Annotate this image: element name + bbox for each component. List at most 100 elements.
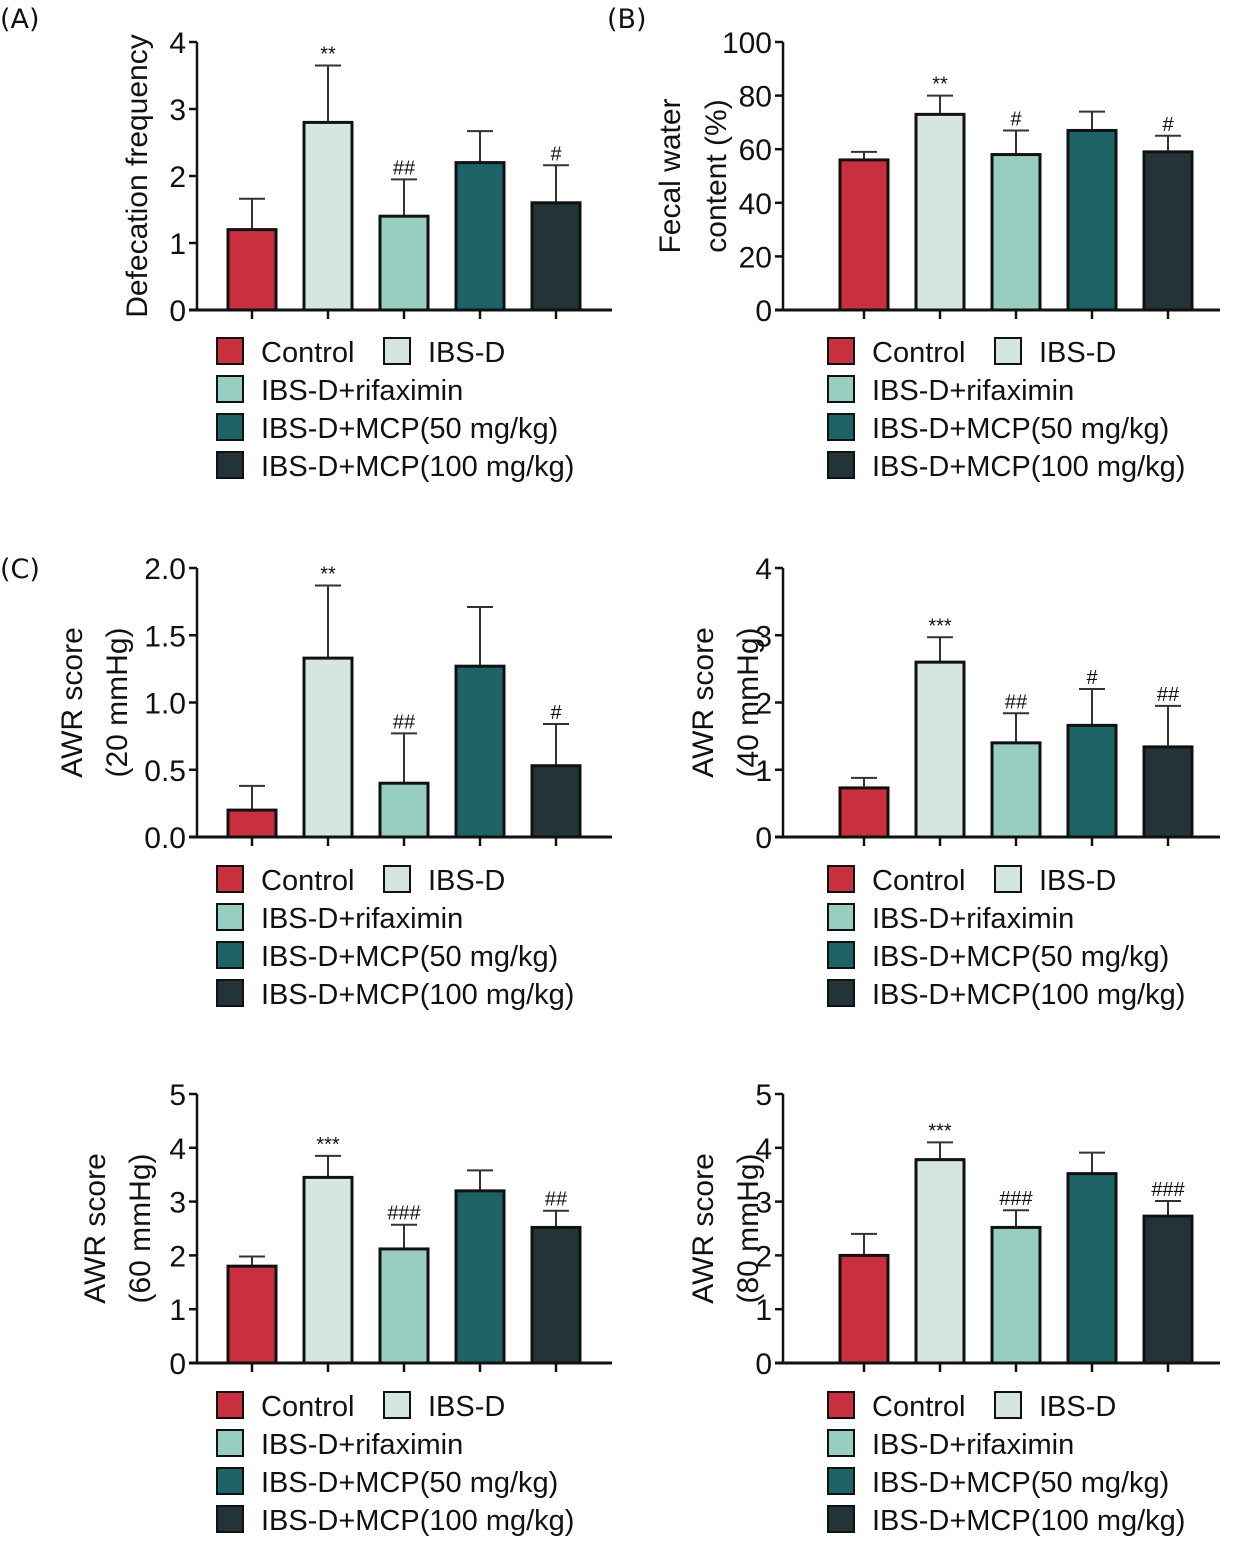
y-tick-label: 2 [169,1240,186,1273]
bar-3 [378,214,430,312]
bar-2 [914,1158,966,1365]
legend-swatch-3 [827,1429,855,1457]
bar-3 [990,1225,1042,1365]
bar-1 [838,1253,890,1365]
significance-label: ### [999,1188,1033,1210]
bar-5 [530,764,582,839]
legend-swatch-5 [216,451,244,479]
bar-5 [530,1225,582,1365]
y-tick-label: 4 [755,1133,772,1166]
bar-5 [1142,150,1194,312]
legend-swatch-2 [994,337,1022,365]
bar-2 [302,1175,354,1365]
legend-swatch-4 [827,1467,855,1495]
significance-label: *** [928,1120,952,1142]
significance-label: ## [393,157,416,179]
legend-swatch-1 [827,865,855,893]
y-tick-label: 4 [755,553,772,586]
y-tick-label: 2.0 [144,553,186,586]
legend-label: Control [872,865,966,897]
y-tick-label: 0 [755,295,772,328]
significance-label: ## [1005,691,1028,713]
significance-label: # [550,702,562,724]
y-tick-label: 5 [755,1079,772,1112]
legend-label: IBS-D+MCP(100 mg/kg) [261,1505,574,1537]
bar-2 [914,660,966,839]
legend-label: IBS-D+MCP(100 mg/kg) [872,979,1185,1011]
chart-c4: 0 1 2 3 4 5 AWR score (80 mmHg) *** ### ### Control… [687,1079,1220,1537]
legend-swatch-2 [994,865,1022,893]
bar-2 [914,112,966,312]
y-tick-label: 0.0 [144,822,186,855]
legend: Control IBS-D IBS-D+rifaximin IBS-D+MCP(50 … [216,865,574,1011]
y-tick-label: 3 [755,620,772,653]
y-tick-label: 100 [722,27,772,60]
legend-label: IBS-D+MCP(100 mg/kg) [872,1505,1185,1537]
legend-label: IBS-D+MCP(50 mg/kg) [872,413,1169,445]
significance-label: *** [316,1134,340,1156]
y-tick-label: 60 [739,134,772,167]
y-tick-label: 3 [169,94,186,127]
legend-label: IBS-D [428,337,505,369]
legend-swatch-3 [827,903,855,931]
legend-swatch-4 [827,941,855,969]
legend-swatch-5 [827,451,855,479]
bar-1 [838,786,890,839]
y-tick-label: 1 [755,1294,772,1327]
bar-2 [302,656,354,839]
legend-swatch-4 [216,413,244,441]
legend-swatch-5 [216,1505,244,1533]
legend-swatch-5 [216,979,244,1007]
legend-label: IBS-D+rifaximin [872,375,1074,407]
legend-swatch-2 [383,865,411,893]
legend-label: IBS-D+MCP(100 mg/kg) [261,451,574,483]
legend-label: Control [872,1391,966,1423]
y-tick-label: 40 [739,188,772,221]
legend-swatch-2 [383,1391,411,1419]
legend-label: IBS-D+rifaximin [872,903,1074,935]
legend-label: Control [261,1391,355,1423]
y-tick-label: 80 [739,81,772,114]
y-tick-label: 1 [755,755,772,788]
y-tick-label: 1 [169,1294,186,1327]
legend: Control IBS-D IBS-D+rifaximin IBS-D+MCP(50 … [216,1391,574,1537]
legend-label: IBS-D+MCP(50 mg/kg) [872,1467,1169,1499]
legend-label: IBS-D [1039,1391,1116,1423]
legend-swatch-1 [216,337,244,365]
y-tick-label: 0 [755,1348,772,1381]
y-tick-label: 0.5 [144,755,186,788]
y-tick-label: 5 [169,1079,186,1112]
legend-label: Control [261,337,355,369]
y-axis-title: AWR score [687,627,720,778]
significance-label: ### [1151,1179,1185,1201]
bar-1 [226,228,278,312]
y-tick-label: 3 [169,1187,186,1220]
bar-4 [454,161,506,312]
legend-swatch-2 [383,337,411,365]
y-tick-label: 1 [169,228,186,261]
y-axis-title: AWR score [687,1153,720,1304]
legend-swatch-3 [216,903,244,931]
legend-label: IBS-D [428,1391,505,1423]
legend-label: IBS-D+MCP(50 mg/kg) [261,1467,558,1499]
bar-5 [1142,745,1194,839]
y-tick-label: 0 [169,295,186,328]
legend-swatch-4 [216,941,244,969]
y-axis-title: (20 mmHg) [101,627,134,777]
legend: Control IBS-D IBS-D+rifaximin IBS-D+MCP(50 … [827,337,1185,483]
y-tick-label: 0 [755,822,772,855]
bar-1 [838,158,890,312]
y-tick-label: 2 [169,161,186,194]
legend-label: IBS-D+MCP(50 mg/kg) [872,941,1169,973]
y-tick-label: 2 [755,688,772,721]
legend-swatch-3 [216,1429,244,1457]
y-tick-label: 1.0 [144,688,186,721]
panel-label-a: (A) [0,4,40,35]
legend-swatch-4 [827,413,855,441]
legend-label: IBS-D+rifaximin [261,903,463,935]
legend-swatch-3 [827,375,855,403]
y-axis-title: Defecation frequency [121,34,154,318]
